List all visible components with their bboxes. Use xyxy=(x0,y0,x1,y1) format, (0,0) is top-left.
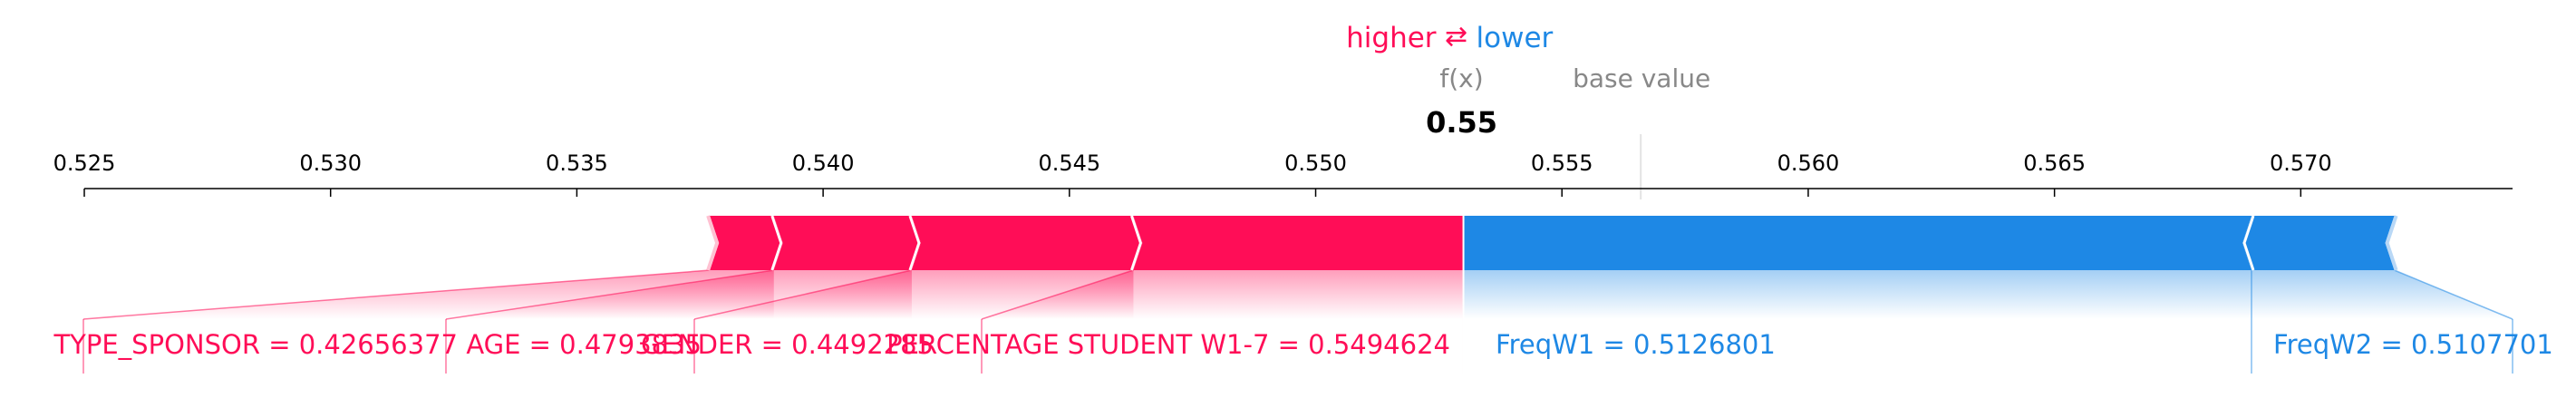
fx-value: 0.55 xyxy=(1426,105,1497,140)
legend-arrow-icon: ⇄ xyxy=(1445,21,1467,53)
positive-bar-segment xyxy=(1133,216,1463,270)
legend-lower: lower xyxy=(1477,22,1554,54)
x-tick-label: 0.530 xyxy=(299,150,362,176)
positive-feature-label: TYPE_SPONSOR = 0.42656377 xyxy=(53,329,458,360)
x-tick-label: 0.555 xyxy=(1531,150,1593,176)
x-tick-label: 0.550 xyxy=(1284,150,1347,176)
negative-fan xyxy=(1464,270,2252,319)
positive-feature-label: PERCENTAGE STUDENT W1-7 = 0.5494624 xyxy=(886,329,1450,360)
x-tick-label: 0.525 xyxy=(53,150,116,176)
x-tick-label: 0.540 xyxy=(792,150,855,176)
header: higher ⇄ lower f(x) base value 0.55 xyxy=(1346,21,1710,140)
fx-label: f(x) xyxy=(1439,63,1483,93)
positive-bar-segment xyxy=(710,216,783,270)
positive-feature-label: AGE = 0.4793835 xyxy=(466,329,702,360)
positive-fan xyxy=(83,270,774,319)
x-tick-label: 0.535 xyxy=(546,150,608,176)
base-value-label: base value xyxy=(1573,63,1710,93)
negative-bar-segment xyxy=(1464,216,2252,270)
negative-bar-segment xyxy=(2242,216,2395,270)
negative-feature-label: FreqW1 = 0.5126801 xyxy=(1496,329,1776,360)
x-tick-label: 0.570 xyxy=(2270,150,2332,176)
feature-labels: PERCENTAGE STUDENT W1-7 = 0.5494624GENDE… xyxy=(53,329,2552,360)
x-axis: 0.525 0.530 0.535 0.540 0.545 0.550 0.555 0.560… xyxy=(53,134,2513,199)
positive-bar-segment xyxy=(912,216,1143,270)
legend-higher: higher xyxy=(1346,22,1437,54)
negative-feature-label: FreqW2 = 0.5107701 xyxy=(2273,329,2553,360)
positive-bar-segment xyxy=(774,216,921,270)
negative-fan xyxy=(2252,270,2513,319)
x-tick-label: 0.545 xyxy=(1038,150,1100,176)
x-tick-label: 0.560 xyxy=(1777,150,1840,176)
x-tick-label: 0.565 xyxy=(2023,150,2086,176)
